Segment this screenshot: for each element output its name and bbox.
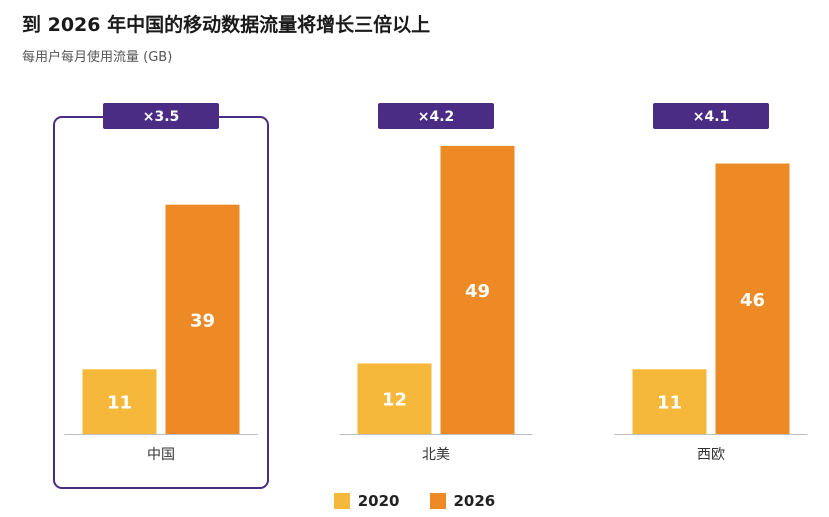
multiplier-badge-china bbox=[103, 103, 219, 129]
legend: 2020 2026 bbox=[0, 492, 829, 510]
multiplier-label-china: ×3.5 bbox=[143, 109, 180, 125]
category-label-china: 中国 bbox=[147, 447, 175, 463]
bar-north-america-2020 bbox=[357, 363, 432, 434]
chart-subtitle: 每用户每月使用流量 (GB) bbox=[22, 50, 173, 65]
legend-label-2020: 2020 bbox=[357, 492, 400, 510]
bar-western-europe-2026 bbox=[715, 163, 790, 434]
bar-label-china-2026: 39 bbox=[190, 310, 215, 331]
legend-item-2026: 2026 bbox=[429, 492, 496, 510]
category-label-western-europe: 西欧 bbox=[697, 447, 725, 463]
bar-label-western-europe-2026: 46 bbox=[740, 290, 765, 311]
bar-china-2026 bbox=[165, 204, 240, 434]
bar-western-europe-2020 bbox=[632, 369, 707, 434]
bar-north-america-2026 bbox=[440, 145, 515, 434]
category-label-north-america: 北美 bbox=[422, 447, 450, 463]
legend-swatch-2020 bbox=[333, 493, 350, 509]
bar-china-2020 bbox=[82, 369, 157, 434]
bar-label-china-2020: 11 bbox=[107, 393, 132, 414]
bar-label-north-america-2026: 49 bbox=[465, 281, 490, 302]
multiplier-label-north-america: ×4.2 bbox=[418, 109, 455, 125]
bar-label-western-europe-2020: 11 bbox=[657, 393, 682, 414]
legend-item-2020: 2020 bbox=[333, 492, 400, 510]
chart-title: 到 2026 年中国的移动数据流量将增长三倍以上 bbox=[22, 14, 431, 36]
bar-label-north-america-2020: 12 bbox=[382, 390, 407, 411]
multiplier-label-western-europe: ×4.1 bbox=[693, 109, 730, 125]
legend-swatch-2026 bbox=[429, 493, 446, 509]
legend-label-2026: 2026 bbox=[453, 492, 496, 510]
multiplier-badge-western-europe bbox=[653, 103, 769, 129]
multiplier-badge-north-america bbox=[378, 103, 494, 129]
